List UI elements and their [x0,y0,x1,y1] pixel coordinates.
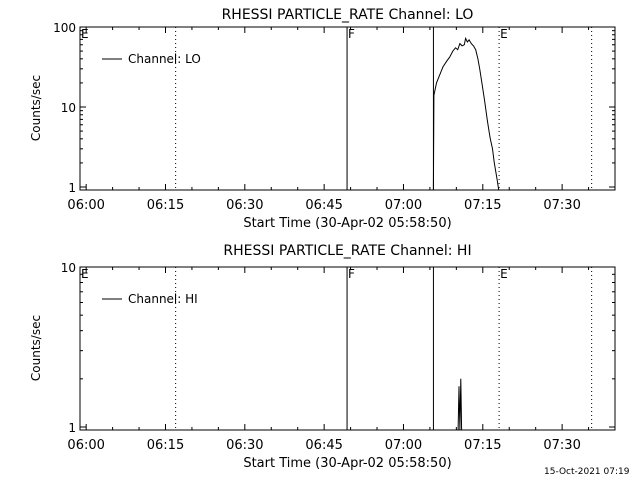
event-marker-label: E [500,27,508,41]
legend-label: Channel: LO [128,52,201,66]
y-tick-label: 1 [68,421,76,435]
legend-label: Channel: HI [128,292,198,306]
x-tick-label: 07:00 [385,438,422,453]
y-axis-label: Counts/sec [29,315,43,381]
y-tick-label: 10 [61,261,76,275]
x-tick-label: 06:30 [226,198,263,213]
x-tick-label: 06:30 [226,438,263,453]
event-marker-label: E [500,267,508,281]
series-line [457,378,463,431]
event-marker-label: E [81,27,89,41]
hi-channel-chart: RHESSI PARTICLE_RATE Channel: HI 06:00 06:… [29,243,616,471]
lo-channel-chart: RHESSI PARTICLE_RATE Channel: LO 06:00 06:… [29,7,616,231]
x-axis-label: Start Time (30-Apr-02 05:58:50) [243,456,451,471]
x-tick-label: 06:00 [67,438,104,453]
x-tick-label: 07:30 [543,438,580,453]
x-axis-label: Start Time (30-Apr-02 05:58:50) [243,216,451,231]
chart-title: RHESSI PARTICLE_RATE Channel: HI [223,243,471,259]
series-line [432,36,500,191]
y-tick-label: 1 [68,181,76,195]
x-tick-label: 07:15 [464,198,501,213]
x-tick-label: 07:30 [543,198,580,213]
x-tick-label: 06:15 [147,438,184,453]
chart-title: RHESSI PARTICLE_RATE Channel: LO [222,7,474,23]
x-tick-label: 07:00 [385,198,422,213]
x-tick-label: 06:45 [305,438,342,453]
y-tick-label: 10 [61,101,76,115]
event-marker-label: F [348,267,355,281]
event-marker-label: E [81,267,89,281]
x-tick-label: 07:15 [464,438,501,453]
x-tick-label: 06:00 [67,198,104,213]
y-axis-label: Counts/sec [29,75,43,141]
x-tick-label: 06:45 [305,198,342,213]
event-marker-label: F [348,27,355,41]
x-tick-label: 06:15 [147,198,184,213]
plot-timestamp: 15-Oct-2021 07:19 [544,467,630,477]
y-tick-label: 100 [53,21,76,35]
